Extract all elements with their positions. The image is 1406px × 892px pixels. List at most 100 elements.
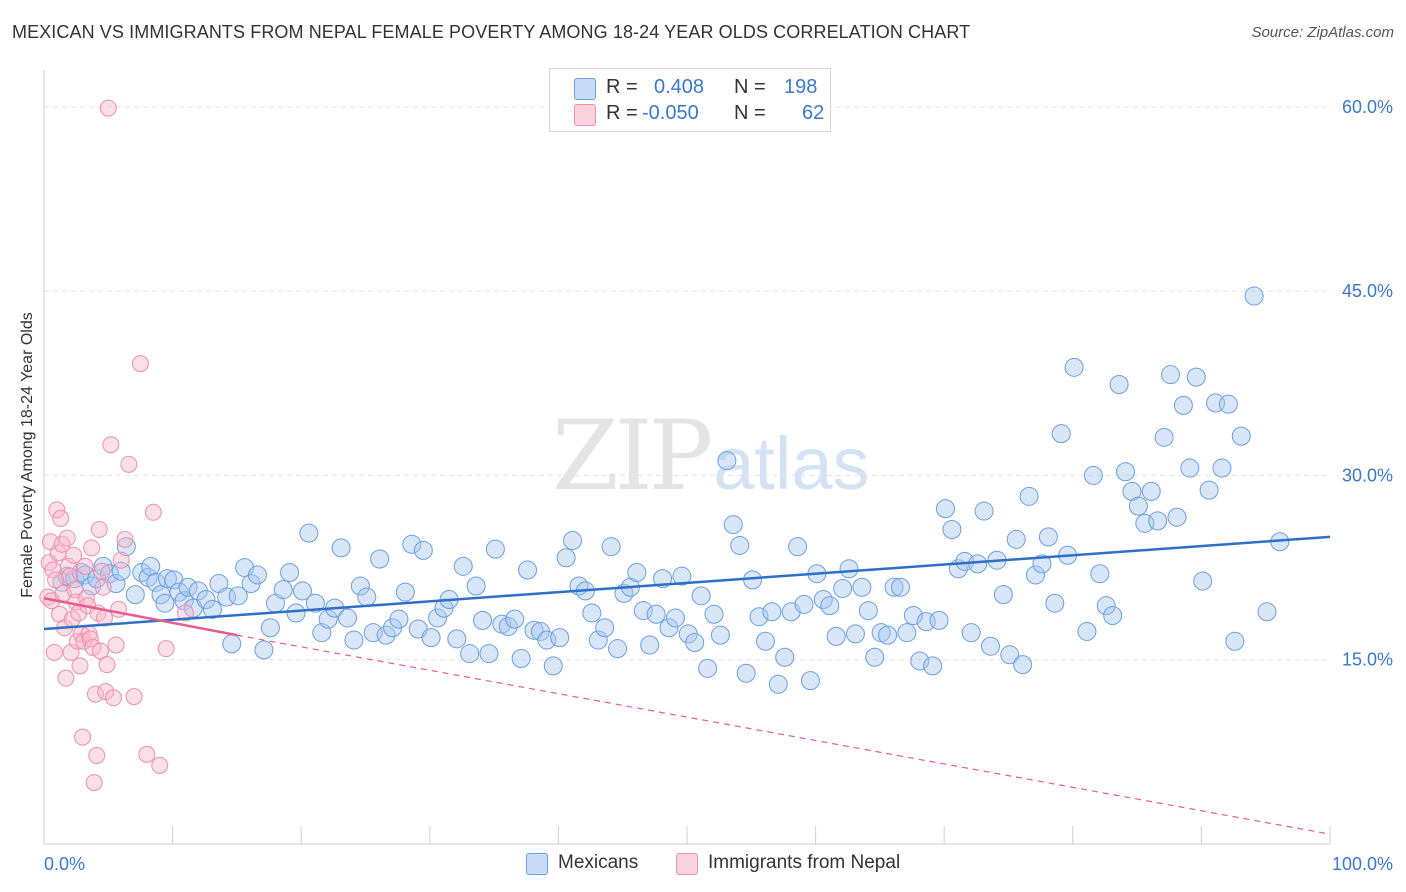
mexicans-point — [1180, 458, 1200, 478]
y-tick-label: 30.0% — [1342, 465, 1393, 485]
mexicans-point — [299, 523, 319, 543]
x-tick-label: 100.0% — [1332, 854, 1393, 874]
mexicans-point — [178, 577, 198, 597]
legend-r-value: -0.050 — [642, 102, 699, 124]
mexicans-point — [1244, 286, 1264, 306]
mexicans-point — [736, 663, 756, 683]
mexicans-point — [93, 556, 113, 576]
nepal-point — [90, 520, 108, 538]
mexicans-point — [1128, 496, 1148, 516]
mexicans-point — [305, 593, 325, 613]
mexicans-point — [485, 539, 505, 559]
mexicans-point — [337, 608, 357, 628]
nepal-point — [83, 539, 101, 557]
mexicans-point — [413, 540, 433, 560]
mexicans-point — [762, 602, 782, 622]
nepal-point — [52, 509, 70, 527]
nepal-point — [86, 685, 104, 703]
mexicans-point — [852, 577, 872, 597]
mexicans-point — [1218, 394, 1238, 414]
mexicans-point — [717, 451, 737, 471]
mexicans-point — [723, 515, 743, 535]
mexicans-point — [858, 601, 878, 621]
mexicans-point — [595, 618, 615, 638]
y-tick-label: 60.0% — [1342, 97, 1393, 117]
mexicans-point — [691, 586, 711, 606]
mexicans-point — [665, 608, 685, 628]
mexicans-point — [1109, 375, 1129, 395]
nepal-point — [104, 689, 122, 707]
mexicans-point — [942, 519, 962, 539]
mexicans-point — [389, 609, 409, 629]
nepal-point — [102, 436, 120, 454]
mexicans-point — [890, 577, 910, 597]
correlation-legend: R = 0.408 N = 198 R = -0.050 N = 62 — [549, 68, 831, 132]
mexicans-point — [1013, 655, 1033, 675]
mexicans-point — [479, 644, 499, 664]
mexicans-point — [1077, 621, 1097, 641]
mexicans-point — [768, 674, 788, 694]
nepal-point — [45, 643, 63, 661]
mexicans-point — [910, 651, 930, 671]
nepal-point — [107, 636, 125, 654]
mexicans-point — [884, 577, 904, 597]
mexicans-point — [395, 582, 415, 602]
mexicans-point — [357, 587, 377, 607]
mexicans-point — [730, 535, 750, 555]
mexicans-point — [923, 656, 943, 676]
y-axis-label: Female Poverty Among 18-24 Year Olds — [19, 312, 36, 598]
mexicans-point — [524, 620, 544, 640]
mexicans-point — [826, 626, 846, 646]
legend-n-value: 62 — [802, 102, 825, 124]
nepal-point — [65, 546, 83, 564]
mexicans-point — [563, 531, 583, 551]
mexicans-point — [833, 578, 853, 598]
mexicans-point — [280, 562, 300, 582]
legend-swatch-nepal — [574, 104, 596, 126]
nepal-point — [112, 551, 130, 569]
mexicans-point — [749, 607, 769, 627]
legend-n-value: 198 — [784, 76, 818, 98]
nepal-point — [84, 638, 102, 656]
mexicans-point — [633, 601, 653, 621]
nepal-point — [85, 774, 103, 792]
mexicans-point — [466, 576, 486, 596]
bottom-legend-label: Immigrants from Nepal — [708, 852, 901, 873]
legend-swatch-mexicans — [574, 78, 596, 100]
nepal-point — [76, 557, 94, 575]
legend-n-label: N = — [734, 102, 766, 124]
nepal-point — [48, 501, 66, 519]
mexicans-point — [376, 625, 396, 645]
mexicans-point — [1199, 480, 1219, 500]
mexicans-point — [1193, 571, 1213, 591]
nepal-point — [74, 728, 92, 746]
mexicans-point — [698, 658, 718, 678]
mexicans-point — [125, 585, 145, 605]
mexicans-point — [141, 556, 161, 576]
mexicans-trend-line — [43, 535, 1331, 631]
nepal-point — [110, 600, 128, 618]
mexicans-point — [1083, 465, 1103, 485]
mexicans-point — [550, 628, 570, 648]
mexicans-point — [646, 604, 666, 624]
nepal-point — [120, 455, 138, 473]
mexicans-point — [1231, 426, 1251, 446]
mexicans-point — [839, 559, 859, 579]
mexicans-point — [518, 560, 538, 580]
nepal-point — [157, 640, 175, 658]
y-tick-label: 45.0% — [1342, 281, 1393, 301]
mexicans-point — [974, 501, 994, 521]
mexicans-point — [788, 537, 808, 557]
mexicans-point — [685, 633, 705, 653]
mexicans-point — [588, 630, 608, 650]
nepal-point — [71, 657, 89, 675]
mexicans-point — [498, 617, 518, 637]
mexicans-point — [608, 639, 628, 659]
mexicans-point — [845, 624, 865, 644]
mexicans-point — [318, 609, 338, 629]
watermark: ZIPatlas — [552, 400, 870, 512]
nepal-point — [116, 530, 134, 548]
mexicans-point — [155, 593, 175, 613]
mexicans-point — [755, 631, 775, 651]
mexicans-point — [1051, 424, 1071, 444]
